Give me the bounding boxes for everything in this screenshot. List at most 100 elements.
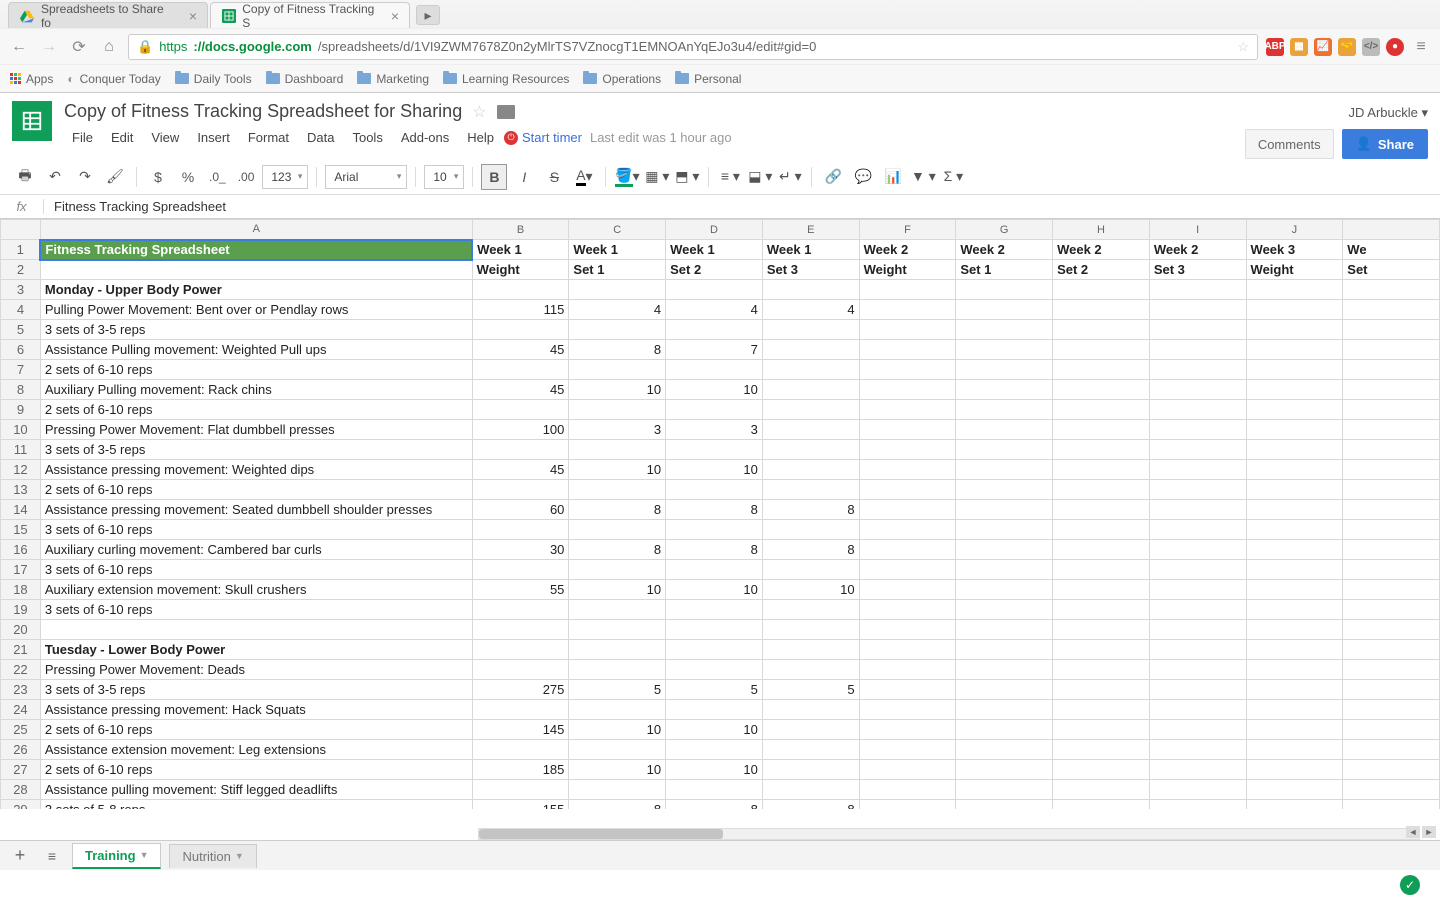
sheet-tab-nutrition[interactable]: Nutrition▼ — [169, 844, 256, 868]
cell[interactable] — [859, 300, 956, 320]
cell[interactable] — [956, 640, 1053, 660]
cell[interactable] — [472, 360, 569, 380]
row-header[interactable]: 16 — [1, 540, 41, 560]
cell[interactable] — [666, 660, 763, 680]
ext-icon[interactable]: 🤝 — [1338, 38, 1356, 56]
cell[interactable]: Pressing Power Movement: Flat dumbbell p… — [40, 420, 472, 440]
cell[interactable]: Assistance pressing movement: Hack Squat… — [40, 700, 472, 720]
cell[interactable] — [1053, 300, 1150, 320]
cell[interactable]: 8 — [666, 800, 763, 810]
cell[interactable] — [762, 780, 859, 800]
percent-button[interactable]: % — [175, 164, 201, 190]
cell[interactable]: 3 sets of 6-10 reps — [40, 520, 472, 540]
cell[interactable] — [1343, 500, 1440, 520]
cell[interactable] — [1246, 600, 1343, 620]
cell[interactable] — [1053, 620, 1150, 640]
bookmark-item[interactable]: ◐Conquer Today — [67, 72, 160, 86]
cell[interactable] — [956, 600, 1053, 620]
cell[interactable] — [666, 740, 763, 760]
cell[interactable] — [859, 520, 956, 540]
cell[interactable] — [1246, 700, 1343, 720]
cell[interactable] — [762, 460, 859, 480]
chevron-down-icon[interactable]: ▼ — [235, 851, 244, 861]
cell[interactable] — [1053, 480, 1150, 500]
cell[interactable] — [956, 680, 1053, 700]
cell[interactable]: Auxiliary curling movement: Cambered bar… — [40, 540, 472, 560]
cell[interactable]: Week 2 — [1053, 240, 1150, 260]
column-header[interactable]: H — [1053, 220, 1150, 240]
cell[interactable]: Weight — [859, 260, 956, 280]
cell[interactable] — [762, 620, 859, 640]
cell[interactable] — [1246, 720, 1343, 740]
row-header[interactable]: 13 — [1, 480, 41, 500]
cell[interactable] — [1149, 440, 1246, 460]
cell[interactable]: 10 — [666, 760, 763, 780]
user-name[interactable]: JD Arbuckle ▾ — [1245, 105, 1428, 121]
cell[interactable] — [1343, 580, 1440, 600]
paint-format-icon[interactable]: 🖌 — [102, 164, 128, 190]
cell[interactable] — [762, 560, 859, 580]
row-header[interactable]: 24 — [1, 700, 41, 720]
cell[interactable] — [956, 660, 1053, 680]
cell[interactable] — [762, 660, 859, 680]
row-header[interactable]: 11 — [1, 440, 41, 460]
cell[interactable]: Set 2 — [666, 260, 763, 280]
cell[interactable] — [666, 560, 763, 580]
cell[interactable] — [1149, 520, 1246, 540]
cell[interactable] — [1246, 760, 1343, 780]
cell[interactable]: 4 — [569, 300, 666, 320]
cell[interactable] — [472, 660, 569, 680]
cell[interactable]: 10 — [569, 460, 666, 480]
cell[interactable]: 3 sets of 6-10 reps — [40, 600, 472, 620]
cell[interactable]: 2 sets of 6-10 reps — [40, 360, 472, 380]
cell[interactable] — [666, 440, 763, 460]
cell[interactable] — [956, 420, 1053, 440]
cell[interactable] — [1246, 320, 1343, 340]
comments-button[interactable]: Comments — [1245, 129, 1334, 159]
font-size-select[interactable]: 10 — [424, 165, 464, 189]
cell[interactable] — [1246, 340, 1343, 360]
cell[interactable] — [1246, 520, 1343, 540]
apps-button[interactable]: Apps — [10, 72, 53, 86]
cell[interactable] — [859, 440, 956, 460]
cell[interactable]: Week 1 — [569, 240, 666, 260]
cell[interactable]: 10 — [666, 580, 763, 600]
menu-format[interactable]: Format — [240, 126, 297, 149]
close-icon[interactable]: × — [189, 8, 197, 24]
fill-color-button[interactable]: 🪣 ▾ — [614, 164, 640, 190]
cell[interactable]: 8 — [666, 540, 763, 560]
cell[interactable] — [1343, 780, 1440, 800]
row-header[interactable]: 29 — [1, 800, 41, 810]
cell[interactable] — [1343, 340, 1440, 360]
text-color-button[interactable]: A ▾ — [571, 164, 597, 190]
cell[interactable]: Auxiliary extension movement: Skull crus… — [40, 580, 472, 600]
scroll-right-button[interactable]: ► — [1422, 826, 1436, 838]
redo-icon[interactable]: ↷ — [72, 164, 98, 190]
menu-view[interactable]: View — [143, 126, 187, 149]
cell[interactable] — [1343, 800, 1440, 810]
cell[interactable] — [1246, 740, 1343, 760]
row-header[interactable]: 21 — [1, 640, 41, 660]
cell[interactable] — [1246, 300, 1343, 320]
cell[interactable] — [1343, 280, 1440, 300]
reload-button[interactable]: ⟳ — [68, 36, 90, 58]
cell[interactable] — [1053, 740, 1150, 760]
cell[interactable] — [859, 400, 956, 420]
cell[interactable] — [859, 560, 956, 580]
cell[interactable] — [666, 640, 763, 660]
cell[interactable]: Auxiliary Pulling movement: Rack chins — [40, 380, 472, 400]
cell[interactable] — [762, 520, 859, 540]
cell[interactable]: 3 sets of 3-5 reps — [40, 320, 472, 340]
cell[interactable] — [1149, 720, 1246, 740]
cell[interactable]: Week 2 — [859, 240, 956, 260]
cell[interactable]: Weight — [1246, 260, 1343, 280]
cell[interactable] — [1149, 380, 1246, 400]
cell[interactable] — [1053, 380, 1150, 400]
cell[interactable]: 8 — [762, 540, 859, 560]
filter-icon[interactable]: ▼ ▾ — [910, 164, 936, 190]
cell[interactable] — [1343, 380, 1440, 400]
chevron-down-icon[interactable]: ▼ — [140, 850, 149, 860]
cell[interactable] — [762, 360, 859, 380]
cell[interactable]: 4 — [762, 300, 859, 320]
cell[interactable]: Week 3 — [1246, 240, 1343, 260]
